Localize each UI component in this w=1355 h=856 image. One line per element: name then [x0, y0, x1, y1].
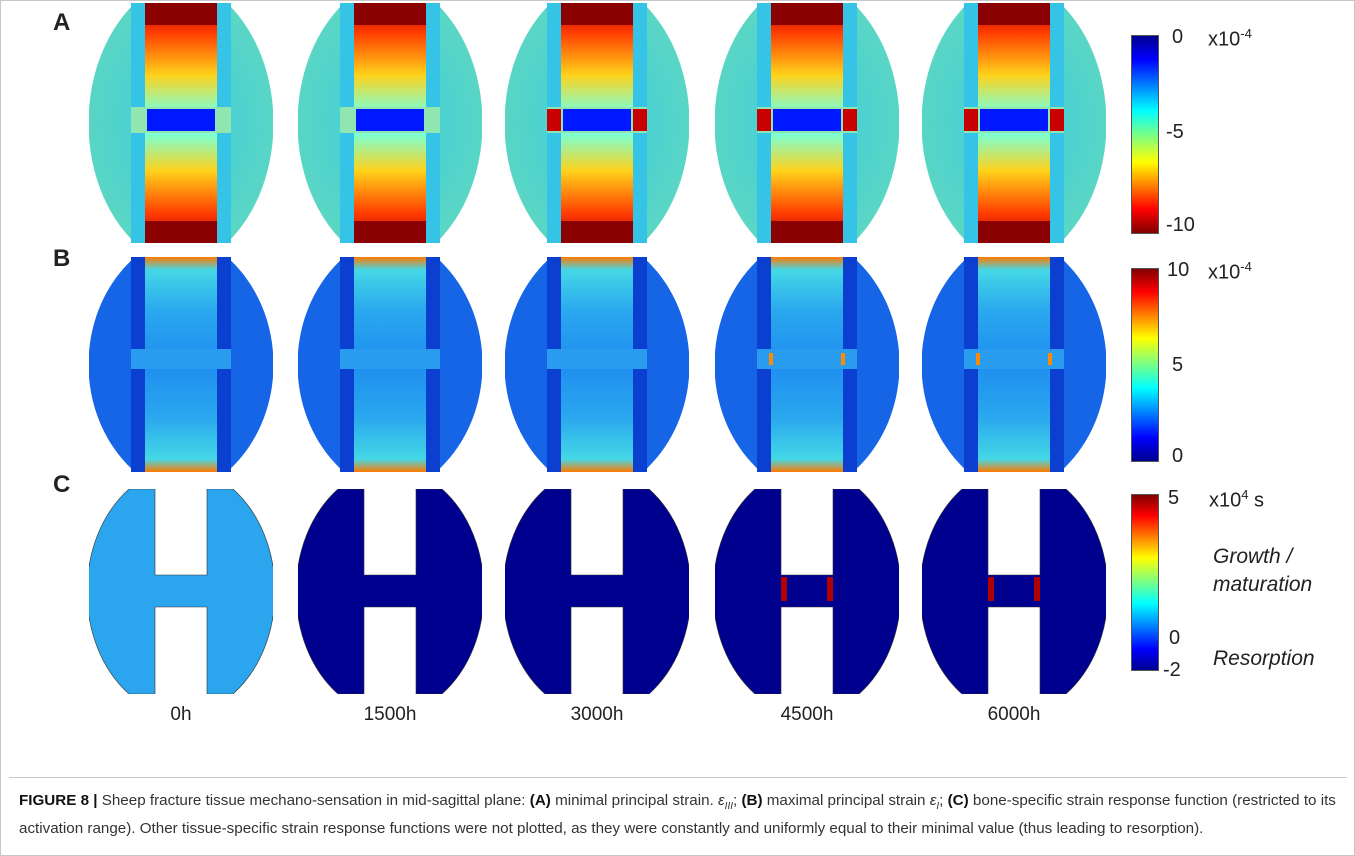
colorbar-a-tick-top: 0	[1172, 26, 1184, 48]
colorbar-b-tick-bottom: 0	[1172, 445, 1184, 467]
colorbar-c-tick-top: 5	[1168, 487, 1180, 509]
contour-a-0	[89, 3, 273, 246]
colorbar-a-tick-bottom: -10	[1166, 214, 1195, 236]
figure-caption: FIGURE 8 | Sheep fracture tissue mechano…	[19, 792, 1336, 838]
panel-label-a: A	[53, 9, 71, 36]
colorbar-b-tick-mid: 5	[1172, 354, 1184, 376]
contour-c-2	[505, 489, 689, 732]
colorbar-c-unit: x104 s	[1209, 487, 1265, 512]
contour-a-4	[922, 3, 1106, 246]
time-label-4500h: 4500h	[780, 704, 834, 725]
time-label-1500h: 1500h	[363, 704, 417, 725]
contour-b-1	[298, 257, 482, 500]
colorbar-a	[1131, 35, 1159, 234]
colorbar-a-unit: x10-4	[1208, 26, 1252, 51]
contour-c-1	[298, 489, 482, 732]
colorbar-b-tick-top: 10	[1167, 259, 1190, 281]
contour-c-4	[922, 489, 1106, 732]
figure-number: FIGURE 8 |	[19, 792, 98, 809]
time-label-0h: 0h	[170, 704, 192, 725]
colorbar-c-note-growth: Growth /	[1213, 545, 1293, 568]
contour-a-1	[298, 3, 482, 246]
contour-b-2	[505, 257, 689, 500]
time-label-6000h: 6000h	[987, 704, 1041, 725]
colorbar-b	[1131, 268, 1159, 462]
caption-divider	[9, 777, 1347, 778]
contour-b-3	[715, 257, 899, 500]
panel-label-b: B	[53, 245, 71, 272]
colorbar-c-tick-mid: 0	[1169, 627, 1181, 649]
panel-label-c: C	[53, 471, 71, 498]
contour-b-4	[922, 257, 1106, 500]
colorbar-a-tick-mid: -5	[1166, 121, 1184, 143]
colorbar-c	[1131, 494, 1159, 671]
contour-c-0	[89, 489, 273, 732]
time-label-3000h: 3000h	[570, 704, 624, 725]
colorbar-c-note-maturation: maturation	[1213, 573, 1313, 596]
contour-a-2	[505, 3, 689, 246]
contour-b-0	[89, 257, 273, 500]
colorbar-c-tick-bottom: -2	[1163, 659, 1181, 681]
colorbar-c-note-resorption: Resorption	[1213, 647, 1315, 670]
contour-a-3	[715, 3, 899, 246]
contour-c-3	[715, 489, 899, 732]
colorbar-b-unit: x10-4	[1208, 259, 1252, 284]
